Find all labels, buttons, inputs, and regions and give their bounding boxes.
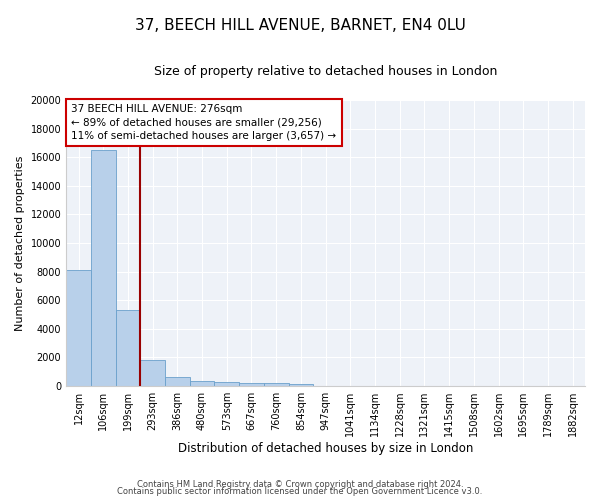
Bar [214, 382, 239, 386]
Bar [190, 381, 214, 386]
Title: Size of property relative to detached houses in London: Size of property relative to detached ho… [154, 65, 497, 78]
Bar [91, 150, 116, 386]
Bar [140, 360, 165, 386]
Text: 37 BEECH HILL AVENUE: 276sqm
← 89% of detached houses are smaller (29,256)
11% o: 37 BEECH HILL AVENUE: 276sqm ← 89% of de… [71, 104, 337, 141]
Y-axis label: Number of detached properties: Number of detached properties [15, 156, 25, 330]
Text: 37, BEECH HILL AVENUE, BARNET, EN4 0LU: 37, BEECH HILL AVENUE, BARNET, EN4 0LU [134, 18, 466, 32]
X-axis label: Distribution of detached houses by size in London: Distribution of detached houses by size … [178, 442, 473, 455]
Text: Contains HM Land Registry data © Crown copyright and database right 2024.: Contains HM Land Registry data © Crown c… [137, 480, 463, 489]
Bar [116, 310, 140, 386]
Bar [239, 383, 264, 386]
Bar [66, 270, 91, 386]
Bar [264, 383, 289, 386]
Text: Contains public sector information licensed under the Open Government Licence v3: Contains public sector information licen… [118, 487, 482, 496]
Bar [165, 377, 190, 386]
Bar [289, 384, 313, 386]
